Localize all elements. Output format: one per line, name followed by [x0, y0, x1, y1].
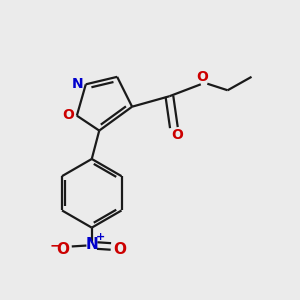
Text: N: N: [85, 237, 98, 252]
Text: O: O: [62, 108, 74, 122]
Text: O: O: [56, 242, 69, 257]
Text: +: +: [96, 232, 105, 242]
Text: −: −: [50, 238, 62, 252]
Text: N: N: [72, 77, 83, 91]
Text: O: O: [113, 242, 126, 257]
Text: O: O: [171, 128, 183, 142]
Text: O: O: [196, 70, 208, 84]
